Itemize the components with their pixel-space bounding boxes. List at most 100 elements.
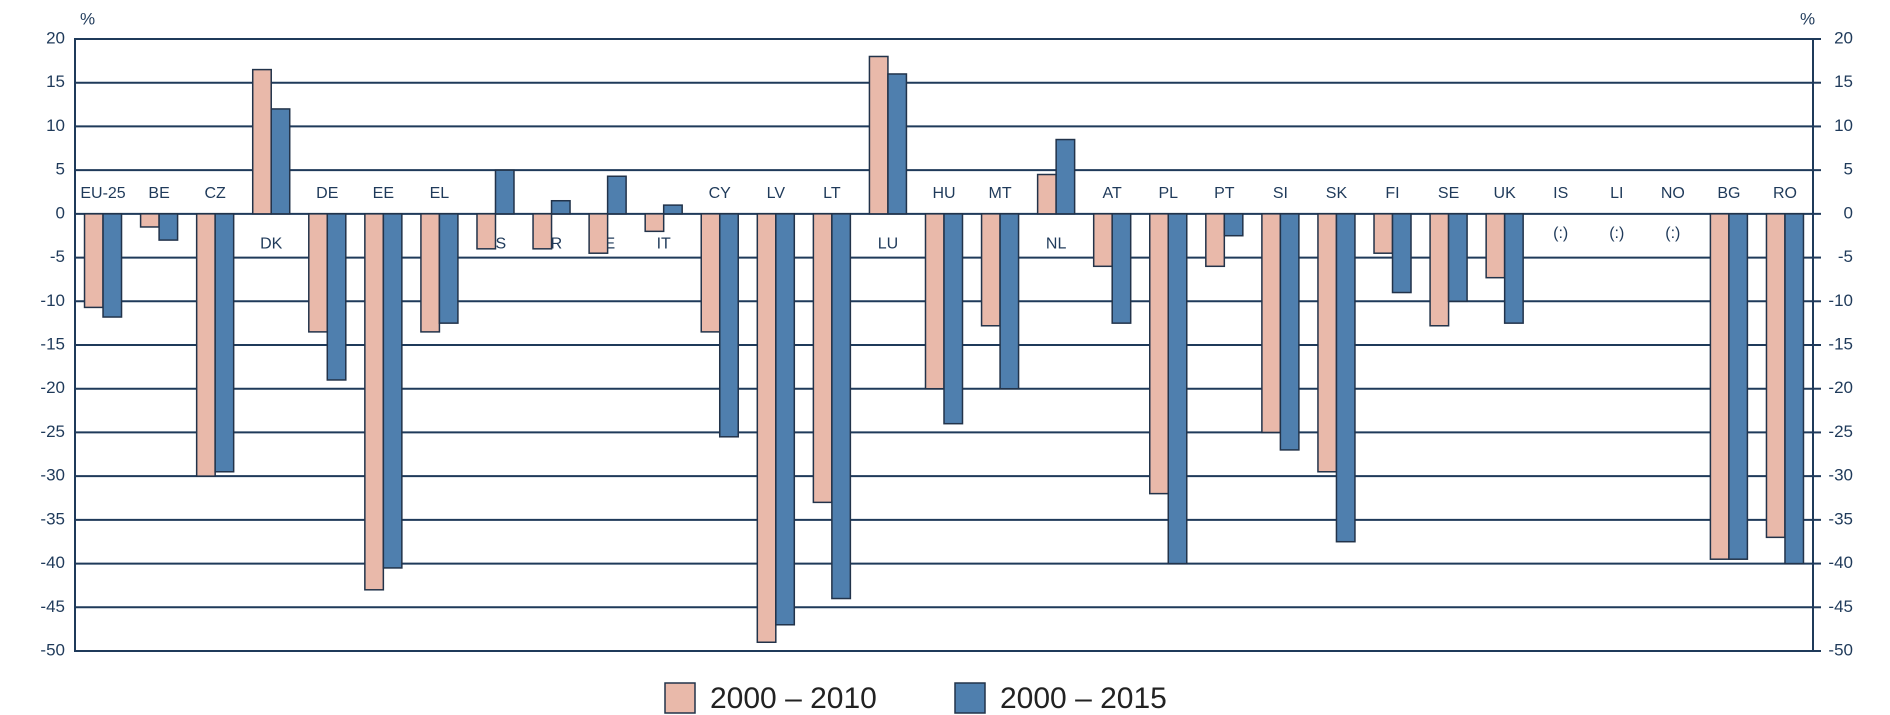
- bar: [476, 213, 497, 250]
- x-tick-label: DE: [316, 185, 338, 202]
- y-axis-label: %: [80, 9, 95, 28]
- bar: [588, 213, 609, 254]
- bar: [1261, 213, 1282, 434]
- y-tick-label: -10: [40, 291, 65, 310]
- bar: [1728, 213, 1749, 560]
- bar: [1223, 213, 1244, 237]
- x-tick-label: LV: [767, 185, 786, 202]
- y2-tick-label: -50: [1828, 640, 1853, 659]
- bar: [195, 213, 216, 477]
- x-tick-label: LU: [878, 236, 898, 253]
- bar: [420, 213, 441, 333]
- x-tick-label: NO: [1661, 185, 1685, 202]
- x-tick-label: SE: [1438, 185, 1459, 202]
- legend-label: 2000 – 2015: [1000, 682, 1167, 715]
- no-data-label: (:): [1665, 225, 1680, 242]
- bar: [756, 213, 777, 644]
- y2-tick-label: -25: [1828, 422, 1853, 441]
- bar: [700, 213, 721, 333]
- x-tick-label: CY: [709, 185, 732, 202]
- y2-axis-label: %: [1800, 9, 1815, 28]
- y-tick-label: -40: [40, 553, 65, 572]
- bar: [382, 213, 403, 569]
- bar: [1485, 213, 1506, 279]
- bar: [1036, 173, 1057, 215]
- x-tick-label: NL: [1046, 236, 1067, 253]
- y2-tick-label: -35: [1828, 509, 1853, 528]
- x-tick-label: IS: [1553, 185, 1568, 202]
- legend-swatch: [664, 682, 696, 714]
- y2-tick-label: 10: [1834, 116, 1853, 135]
- bar: [644, 213, 665, 233]
- bar: [999, 213, 1020, 390]
- y-tick-label: 15: [46, 72, 65, 91]
- x-tick-label: PT: [1214, 185, 1235, 202]
- no-data-label: (:): [1609, 225, 1624, 242]
- y2-tick-label: -5: [1838, 247, 1853, 266]
- bar: [532, 213, 553, 250]
- legend-swatch: [954, 682, 986, 714]
- bar: [718, 213, 739, 438]
- x-tick-label: EU-25: [80, 185, 125, 202]
- bar: [1709, 213, 1730, 560]
- bar: [1092, 213, 1113, 268]
- bar: [980, 213, 1001, 327]
- bar: [326, 213, 347, 381]
- bar: [1335, 213, 1356, 543]
- bar: [1447, 213, 1468, 303]
- bar: [1205, 213, 1226, 268]
- bar: [887, 73, 908, 215]
- bar: [139, 213, 160, 228]
- y2-tick-label: 15: [1834, 72, 1853, 91]
- x-tick-label: CZ: [204, 185, 226, 202]
- y2-tick-label: 5: [1844, 160, 1853, 179]
- y-tick-label: 0: [56, 203, 65, 222]
- y-tick-label: -45: [40, 597, 65, 616]
- x-tick-label: FI: [1385, 185, 1399, 202]
- bar: [364, 213, 385, 591]
- y2-tick-label: 20: [1834, 28, 1853, 47]
- x-tick-label: EE: [373, 185, 394, 202]
- bar: [1373, 213, 1394, 254]
- bar: [1391, 213, 1412, 294]
- x-tick-label: PL: [1158, 185, 1178, 202]
- bar: [550, 199, 571, 215]
- bar: [1055, 138, 1076, 215]
- y2-tick-label: 0: [1844, 203, 1853, 222]
- x-tick-label: AT: [1103, 185, 1122, 202]
- y2-tick-label: -10: [1828, 291, 1853, 310]
- x-tick-label: MT: [989, 185, 1012, 202]
- x-tick-label: BG: [1717, 185, 1740, 202]
- x-tick-label: BE: [148, 185, 169, 202]
- x-tick-label: SK: [1326, 185, 1348, 202]
- no-data-label: (:): [1553, 225, 1568, 242]
- x-tick-label: SI: [1273, 185, 1288, 202]
- bar: [83, 213, 104, 309]
- bar: [812, 213, 833, 504]
- bar: [662, 204, 683, 215]
- x-tick-label: LT: [823, 185, 841, 202]
- legend-label: 2000 – 2010: [710, 682, 877, 715]
- bar: [1111, 213, 1132, 324]
- y2-tick-label: -40: [1828, 553, 1853, 572]
- y-tick-label: -20: [40, 378, 65, 397]
- x-tick-label: UK: [1494, 185, 1517, 202]
- y2-tick-label: -20: [1828, 378, 1853, 397]
- y-tick-label: -50: [40, 640, 65, 659]
- x-tick-label: DK: [260, 236, 283, 253]
- bar: [1279, 213, 1300, 451]
- y-tick-label: 5: [56, 160, 65, 179]
- bar: [868, 55, 889, 215]
- y-tick-label: -30: [40, 466, 65, 485]
- bar: [1765, 213, 1786, 539]
- bar: [924, 213, 945, 390]
- bar: [251, 68, 272, 215]
- bar: [1429, 213, 1450, 327]
- bar: [943, 213, 964, 425]
- y-tick-label: 20: [46, 28, 65, 47]
- bar: [606, 175, 627, 215]
- y-tick-label: -15: [40, 334, 65, 353]
- bar: [494, 169, 515, 215]
- y2-tick-label: -45: [1828, 597, 1853, 616]
- bar: [1317, 213, 1338, 473]
